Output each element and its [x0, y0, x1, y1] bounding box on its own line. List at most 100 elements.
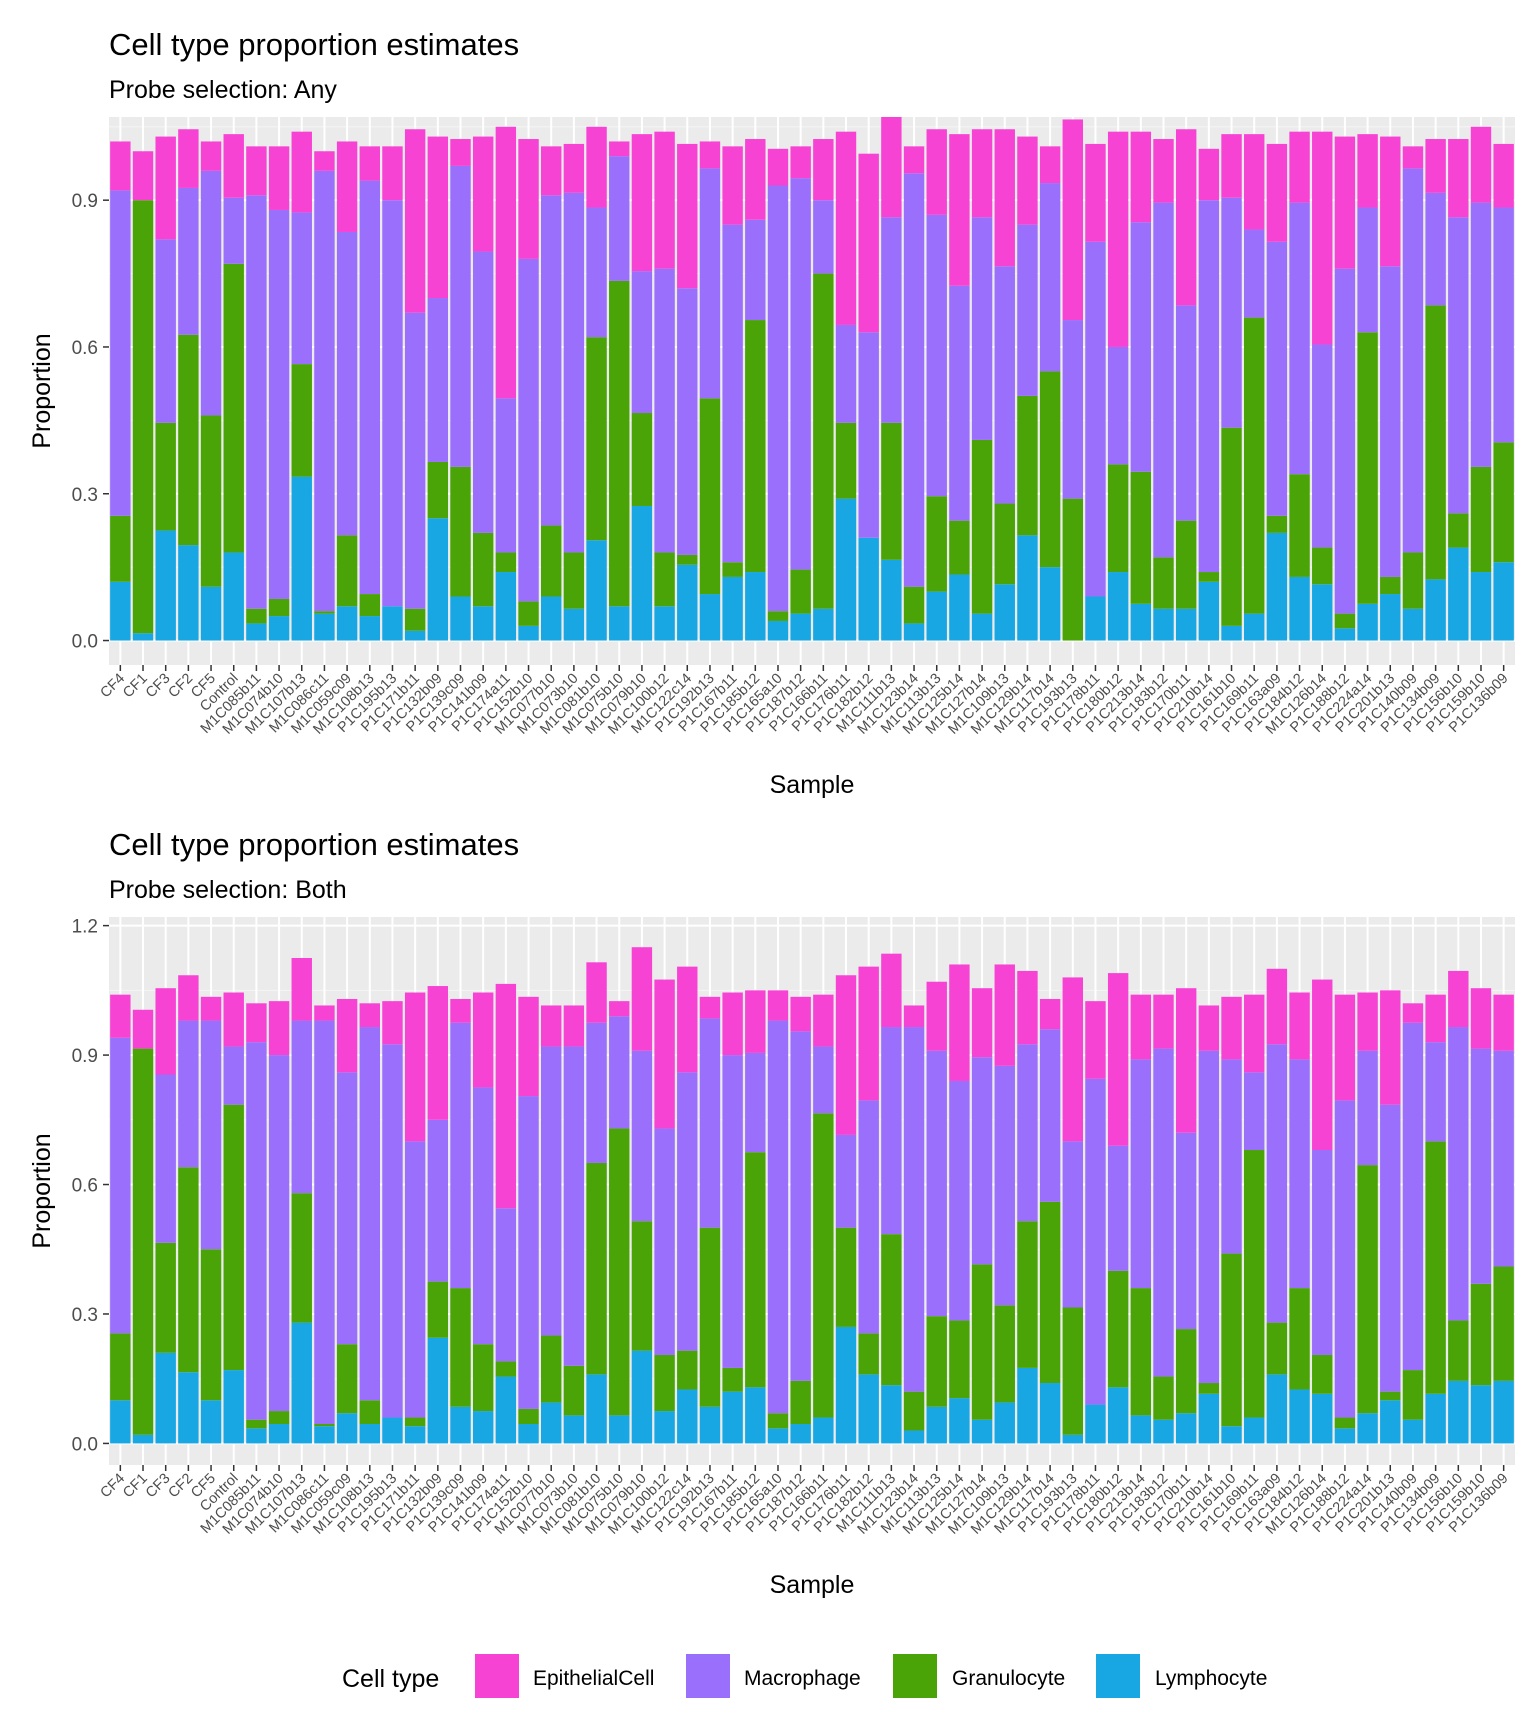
- bar-segment-lymphocyte: [1380, 1400, 1401, 1444]
- bar-segment-granulocyte: [427, 1281, 449, 1338]
- bar-segment-macrophage: [268, 209, 290, 599]
- bar-segment-lymphocyte: [881, 1385, 902, 1444]
- bar-segment-epithelialcell: [1221, 996, 1242, 1060]
- bar-segment-macrophage: [1107, 346, 1129, 465]
- bar-segment-lymphocyte: [450, 596, 471, 641]
- bar-segment-granulocyte: [132, 1048, 154, 1435]
- bar-segment-epithelialcell: [1085, 143, 1106, 242]
- bar-segment-epithelialcell: [1107, 131, 1129, 347]
- bar-segment-lymphocyte: [926, 1406, 947, 1444]
- bar-segment-granulocyte: [1039, 371, 1061, 568]
- bar-segment-epithelialcell: [246, 146, 267, 196]
- bar-segment-lymphocyte: [1425, 1393, 1446, 1444]
- bar-segment-macrophage: [1244, 1072, 1265, 1151]
- bar-segment-lymphocyte: [541, 596, 562, 641]
- bar-segment-epithelialcell: [881, 117, 902, 218]
- bar-segment-epithelialcell: [699, 141, 721, 169]
- bar-segment-macrophage: [178, 1020, 199, 1168]
- bar-segment-granulocyte: [790, 1380, 811, 1425]
- bar-segment-macrophage: [1062, 1141, 1083, 1308]
- bar-segment-granulocyte: [745, 1152, 766, 1388]
- bar-segment-granulocyte: [1402, 1370, 1424, 1420]
- legend-label-epithelialcell: EpithelialCell: [533, 1667, 654, 1690]
- bar-segment-lymphocyte: [767, 1428, 789, 1444]
- bar-segment-lymphocyte: [427, 1337, 449, 1444]
- bar-segment-granulocyte: [1107, 1270, 1129, 1388]
- bar-segment-lymphocyte: [835, 498, 857, 641]
- bar-segment-lymphocyte: [677, 1389, 698, 1444]
- bar-segment-epithelialcell: [336, 998, 358, 1073]
- bar-segment-lymphocyte: [563, 608, 585, 641]
- bar-segment-epithelialcell: [1266, 143, 1288, 242]
- bar-segment-epithelialcell: [835, 131, 857, 325]
- bar-segment-epithelialcell: [1425, 994, 1446, 1043]
- bar-segment-granulocyte: [359, 1400, 380, 1425]
- bar-segment-granulocyte: [178, 334, 199, 546]
- bar-segment-granulocyte: [1017, 395, 1038, 536]
- bar-segment-lymphocyte: [1357, 1413, 1378, 1444]
- bar-segment-epithelialcell: [790, 996, 811, 1032]
- bar-segment-epithelialcell: [359, 146, 380, 181]
- bar-segment-macrophage: [1289, 202, 1310, 475]
- bar-segment-epithelialcell: [1244, 134, 1265, 230]
- bar-segment-lymphocyte: [200, 586, 222, 641]
- bar-segment-lymphocyte: [1175, 1413, 1197, 1444]
- bar-segment-granulocyte: [110, 515, 131, 582]
- bar-segment-lymphocyte: [404, 630, 426, 641]
- bar-segment-epithelialcell: [1062, 119, 1083, 321]
- bar-segment-lymphocyte: [1175, 608, 1197, 641]
- bar-segment-lymphocyte: [813, 1417, 834, 1444]
- bar-segment-epithelialcell: [609, 141, 630, 157]
- bar-segment-lymphocyte: [654, 1411, 675, 1444]
- bar-segment-epithelialcell: [971, 988, 993, 1058]
- bar-segment-granulocyte: [1470, 466, 1492, 573]
- bar-segment-epithelialcell: [178, 975, 199, 1021]
- bar-segment-macrophage: [472, 251, 494, 533]
- bar-segment-granulocyte: [1244, 1150, 1265, 1418]
- x-axis-title: Sample: [770, 1571, 855, 1599]
- bar-segment-epithelialcell: [472, 136, 494, 252]
- bar-segment-epithelialcell: [1448, 970, 1469, 1028]
- bar-segment-macrophage: [1062, 320, 1083, 499]
- bar-segment-lymphocyte: [314, 1426, 335, 1444]
- bar-segment-macrophage: [677, 288, 698, 555]
- bar-segment-macrophage: [835, 324, 857, 423]
- bar-segment-epithelialcell: [1175, 988, 1197, 1133]
- bar-segment-macrophage: [1357, 1050, 1378, 1166]
- bar-segment-macrophage: [677, 1072, 698, 1351]
- bar-segment-epithelialcell: [1130, 994, 1152, 1060]
- bar-segment-epithelialcell: [1448, 139, 1469, 218]
- bar-segment-epithelialcell: [1312, 131, 1333, 345]
- bar-segment-macrophage: [518, 1096, 539, 1409]
- bar-segment-lymphocyte: [926, 591, 947, 641]
- bar-segment-granulocyte: [1198, 572, 1220, 582]
- bar-segment-granulocyte: [518, 1408, 539, 1425]
- bar-segment-macrophage: [1085, 1078, 1106, 1405]
- bar-segment-lymphocyte: [427, 518, 449, 641]
- bar-segment-macrophage: [200, 1020, 222, 1250]
- bar-segment-macrophage: [1425, 1042, 1446, 1142]
- bar-segment-granulocyte: [835, 422, 857, 499]
- bar-segment-granulocyte: [200, 415, 222, 587]
- bar-segment-lymphocyte: [790, 613, 811, 641]
- bar-segment-epithelialcell: [223, 992, 244, 1047]
- bar-segment-macrophage: [359, 1027, 380, 1401]
- bar-segment-lymphocyte: [903, 1430, 925, 1444]
- bar-segment-epithelialcell: [1380, 990, 1401, 1105]
- bar-segment-macrophage: [1085, 241, 1106, 597]
- bar-segment-macrophage: [450, 165, 471, 467]
- bar-segment-lymphocyte: [1448, 547, 1469, 641]
- bar-segment-granulocyte: [1289, 1288, 1310, 1390]
- bar-segment-granulocyte: [813, 273, 834, 609]
- bar-segment-epithelialcell: [1085, 1001, 1106, 1079]
- bar-segment-macrophage: [223, 1046, 244, 1105]
- bar-segment-epithelialcell: [450, 998, 471, 1023]
- bar-segment-epithelialcell: [155, 988, 176, 1075]
- bar-segment-lymphocyte: [994, 584, 1015, 641]
- bar-segment-macrophage: [1221, 197, 1242, 428]
- bar-segment-epithelialcell: [1130, 131, 1152, 223]
- bar-segment-epithelialcell: [677, 966, 698, 1073]
- bar-segment-granulocyte: [336, 1344, 358, 1414]
- bar-segment-granulocyte: [450, 1288, 471, 1407]
- bar-segment-granulocyte: [677, 554, 698, 565]
